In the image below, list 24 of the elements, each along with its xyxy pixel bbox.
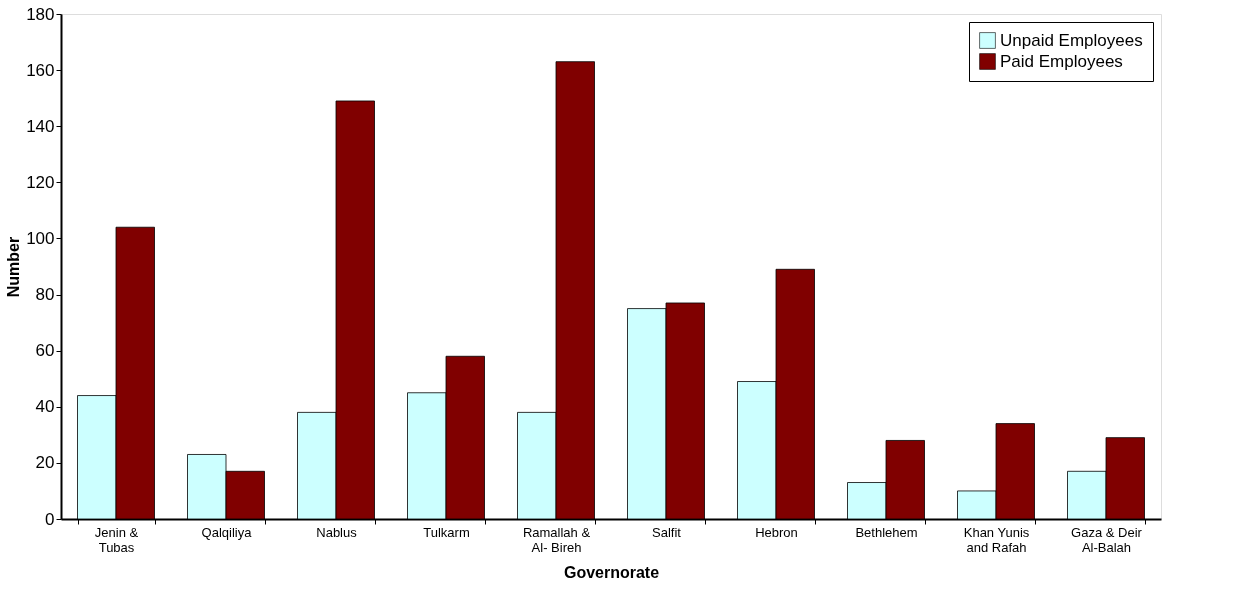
x-tick-label: Hebron	[755, 524, 798, 540]
y-axis-title: Number	[5, 236, 23, 298]
y-tick-label: 60	[35, 341, 55, 361]
x-tick-label: Jenin & Tubas	[94, 524, 139, 555]
x-axis-title: Governorate	[563, 563, 660, 581]
x-tick-label: Nablus	[316, 524, 358, 540]
y-tick-label: 0	[45, 509, 55, 529]
legend-label: Unpaid Employees	[1000, 30, 1143, 50]
x-tick-label: Bethlehem	[855, 524, 918, 540]
y-tick-label: 180	[26, 4, 55, 24]
x-tick-label: Gaza & Deir Al-Balah	[1071, 524, 1143, 555]
y-tick-label: 140	[26, 116, 55, 136]
x-tick-label: Ramallah & Al- Bireh	[522, 524, 591, 555]
x-tick-label: Khan Yunis and Rafah	[963, 524, 1030, 555]
y-tick-label: 120	[26, 172, 55, 192]
y-tick-label: 80	[35, 285, 55, 305]
y-tick-label: 160	[26, 60, 55, 80]
x-tick-label: Tulkarm	[423, 524, 470, 540]
y-tick-label: 20	[35, 453, 55, 473]
legend-label: Paid Employees	[1000, 51, 1123, 71]
x-tick-label: Salfit	[652, 524, 682, 540]
x-tick-label: Qalqiliya	[201, 524, 253, 540]
y-tick-label: 100	[26, 228, 55, 248]
y-tick-label: 40	[35, 397, 55, 417]
